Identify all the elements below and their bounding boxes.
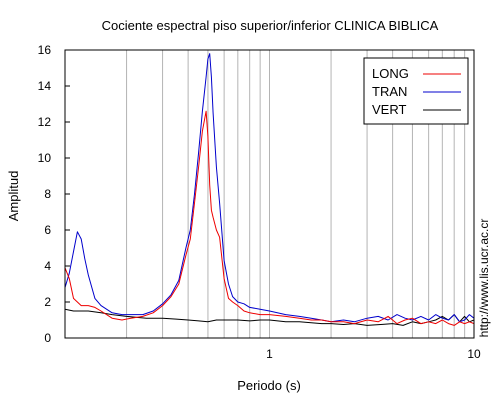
axis-ticks: 0 2 4 6 8 10 12 14 16 1 10 (38, 43, 481, 361)
legend-label-tran: TRAN (372, 84, 407, 99)
y-axis-label: Amplitud (6, 171, 21, 222)
y-tick-label: 16 (38, 43, 52, 57)
series-line-long (64, 110, 475, 326)
series-line-vert (64, 308, 475, 326)
y-tick-label: 12 (38, 115, 52, 129)
y-tick-label: 6 (44, 223, 51, 237)
y-tick-label: 14 (38, 79, 52, 93)
legend: LONG TRAN VERT (363, 57, 469, 125)
legend-box (363, 57, 469, 125)
y-tick-label: 0 (44, 331, 51, 345)
x-axis-label: Periodo (s) (237, 378, 301, 393)
chart-title: Cociente espectral piso superior/inferio… (102, 18, 439, 33)
series-lines (64, 53, 475, 326)
y-tick-label: 8 (44, 187, 51, 201)
x-tick-label: 1 (266, 347, 273, 361)
legend-label-vert: VERT (372, 102, 406, 117)
watermark-url: http://www.lis.ucr.ac.cr (477, 219, 491, 338)
legend-label-long: LONG (372, 66, 409, 81)
x-tick-label: 10 (467, 347, 481, 361)
y-tick-label: 10 (38, 151, 52, 165)
y-tick-label: 2 (44, 295, 51, 309)
y-tick-label: 4 (44, 259, 51, 273)
